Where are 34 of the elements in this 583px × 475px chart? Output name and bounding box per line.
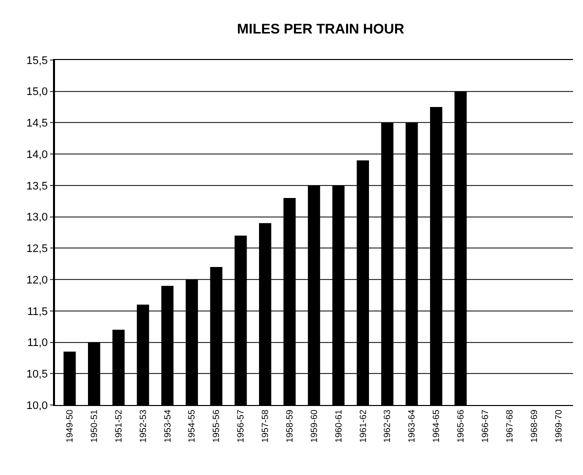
x-tick-label: 1955-56 (211, 410, 222, 443)
x-tick-label: 1957-58 (260, 410, 270, 443)
x-tick-label: 1951-52 (113, 410, 124, 443)
y-tick-label: 15,0 (26, 86, 48, 98)
x-tick-label: 1950-51 (89, 410, 100, 443)
y-tick-label: 10,0 (26, 400, 48, 412)
x-tick-label: 1952-53 (138, 410, 148, 443)
x-tick-label: 1961-62 (358, 410, 368, 443)
y-tick-label: 14,5 (26, 118, 48, 130)
x-tick-label: 1968-69 (528, 410, 539, 443)
y-tick-label: 10,5 (26, 368, 48, 380)
y-tick-label: 13,5 (26, 180, 48, 192)
x-tick-label: 1965-66 (456, 410, 466, 443)
y-tick-label: 14,0 (26, 148, 48, 161)
y-tick-label: 15,5 (26, 54, 48, 67)
x-tick-label: 1963-64 (406, 410, 417, 443)
x-tick-label: 1967-68 (504, 410, 514, 443)
x-tick-label: 1949-50 (64, 410, 75, 443)
x-tick-label: 1969-70 (553, 410, 564, 443)
x-tick-label: 1958-59 (284, 410, 294, 443)
y-tick-label: 12,0 (26, 274, 48, 286)
x-tick-label: 1956-57 (236, 410, 246, 443)
y-tick-label: 11,0 (27, 337, 48, 350)
x-tick-label: 1962-63 (382, 410, 392, 443)
x-tick-label: 1964-65 (431, 410, 442, 443)
x-tick-label: 1960-61 (333, 410, 344, 443)
y-tick-label: 13,0 (26, 212, 48, 224)
chart-title: MILES PER TRAIN HOUR (237, 20, 404, 37)
y-tick-label: 11,5 (27, 306, 48, 318)
x-tick-label: 1953-54 (162, 410, 172, 443)
x-tick-label: 1966-67 (480, 410, 490, 443)
x-tick-label: 1954-55 (186, 410, 197, 443)
x-tick-label: 1959-60 (308, 410, 319, 443)
y-tick-label: 12,5 (26, 243, 48, 256)
